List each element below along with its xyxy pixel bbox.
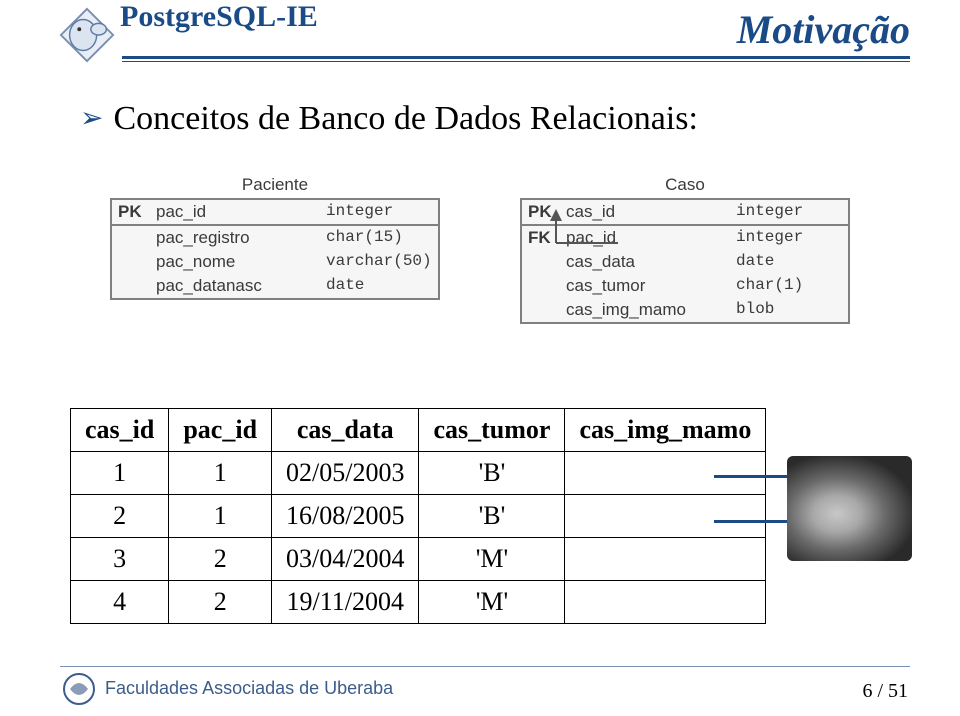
- page-title: Motivação: [737, 6, 910, 53]
- footer-rule: [60, 666, 910, 667]
- page-number: 6 / 51: [862, 680, 908, 703]
- col-header: cas_img_mamo: [565, 409, 766, 452]
- col-header: cas_id: [71, 409, 169, 452]
- table-row: 4 2 19/11/2004 'M': [71, 581, 766, 624]
- table-header-row: cas_id pac_id cas_data cas_tumor cas_img…: [71, 409, 766, 452]
- col-header: cas_tumor: [419, 409, 565, 452]
- img-cell: [565, 581, 766, 624]
- connector-line: [714, 520, 798, 523]
- schema-caso: Caso PK cas_id integer FK pac_id integer…: [520, 175, 850, 324]
- schema-caption: Caso: [520, 175, 850, 195]
- brand-name: PostgreSQL: [120, 0, 276, 33]
- mammogram-thumbnail: [787, 456, 912, 561]
- table-row: cas_img_mamo blob: [522, 298, 848, 322]
- brand: PostgreSQL-IE: [120, 0, 318, 34]
- connector-line: [714, 475, 798, 478]
- footer-logo-icon: [62, 672, 96, 706]
- slide-header: PostgreSQL-IE Motivação: [0, 0, 960, 70]
- header-rule: [122, 56, 910, 62]
- table-row: cas_data date: [522, 250, 848, 274]
- img-cell: [565, 538, 766, 581]
- col-header: cas_data: [272, 409, 419, 452]
- bullet-text: Conceitos de Banco de Dados Relacionais:: [113, 100, 697, 138]
- img-cell: [565, 452, 766, 495]
- table-row: 1 1 02/05/2003 'B': [71, 452, 766, 495]
- bullet-item: ➢ Conceitos de Banco de Dados Relacionai…: [80, 100, 698, 138]
- slide-footer: Faculdades Associadas de Uberaba 6 / 51: [0, 666, 960, 716]
- er-schema: Paciente PK pac_id integer pac_registro …: [110, 175, 850, 324]
- fk-arrow-icon: [542, 209, 618, 249]
- table-row: cas_tumor char(1): [522, 274, 848, 298]
- schema-paciente: Paciente PK pac_id integer pac_registro …: [110, 175, 440, 324]
- footer-org: Faculdades Associadas de Uberaba: [105, 678, 393, 699]
- table-row: pac_datanasc date: [112, 274, 438, 298]
- img-cell: [565, 495, 766, 538]
- table-row: pac_nome varchar(50): [112, 250, 438, 274]
- col-header: pac_id: [169, 409, 272, 452]
- table-row: pac_registro char(15): [112, 226, 438, 250]
- table-row: 3 2 03/04/2004 'M': [71, 538, 766, 581]
- brand-suffix: -IE: [276, 0, 318, 33]
- table-row: 2 1 16/08/2005 'B': [71, 495, 766, 538]
- schema-caption: Paciente: [110, 175, 440, 195]
- table-row: PK pac_id integer: [112, 200, 438, 224]
- data-table: cas_id pac_id cas_data cas_tumor cas_img…: [70, 408, 766, 624]
- bullet-icon: ➢: [80, 105, 103, 133]
- postgresql-logo: [58, 6, 116, 64]
